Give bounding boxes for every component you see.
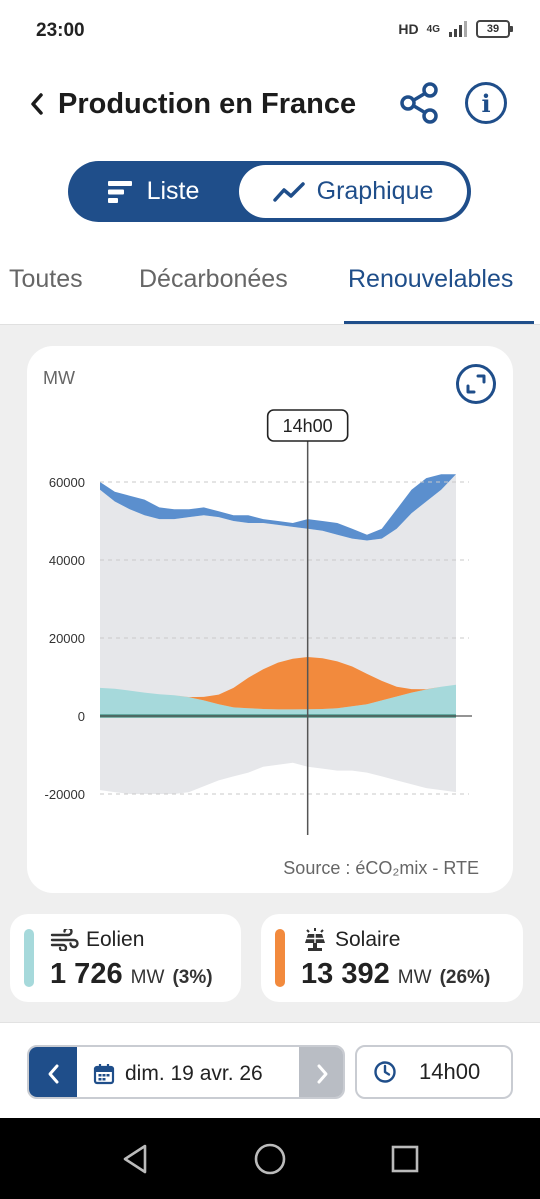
stat-color-bar-eolien [24,929,34,987]
stat-card-eolien[interactable]: Eolien 1 726 MW (3%) [10,914,241,1002]
network-type-label: 4G [426,23,440,35]
expand-button[interactable] [456,364,496,404]
triangle-back-icon [123,1144,147,1174]
status-bar: 23:00 HD 4G 39 [0,0,540,64]
calendar-icon [93,1064,115,1085]
tab-toutes[interactable]: Toutes [9,265,83,293]
y-tick-label: 60000 [49,475,85,490]
nav-recents-button[interactable] [386,1140,424,1178]
stat-pct-eolien: (3%) [172,967,213,988]
y-tick-label: 0 [78,709,85,724]
stat-value-solaire: 13 392 [301,958,390,990]
cursor-label-box [266,409,349,442]
stat-color-bar-solaire [275,929,285,987]
nav-home-button[interactable] [251,1140,289,1178]
toggle-chart-label: Graphique [316,177,434,205]
battery-icon: 39 [476,20,513,38]
chart-card: 60000 40000 20000 0 -20000 14h00 MW Source : … [27,346,513,893]
solaire-area [100,657,456,710]
nav-back-button[interactable] [116,1140,154,1178]
consumption-area [100,474,456,716]
y-tick-label: 20000 [49,631,85,646]
stat-name-solaire: Solaire [335,928,401,951]
stat-value-row-eolien: 1 726 MW (3%) [50,958,213,991]
previous-day-button[interactable] [29,1047,77,1097]
chart-source: Source : éCO₂mix - RTE [283,858,479,878]
date-picker: dim. 19 avr. 26 [27,1045,345,1099]
stat-card-solaire[interactable]: Solaire 13 392 MW (26%) [261,914,523,1002]
share-icon [400,82,438,124]
toggle-list-label: Liste [146,177,200,205]
tab-renouvelables[interactable]: Renouvelables [348,265,514,293]
date-text: dim. 19 avr. 26 [125,1062,263,1085]
network-label: HD [398,21,419,37]
stat-unit-solaire: MW [397,967,432,988]
expand-icon [466,374,486,394]
back-button[interactable] [22,86,52,122]
circle-home-icon [254,1143,286,1175]
solar-panel-icon [305,928,325,951]
chevron-right-icon [317,1064,328,1084]
stat-value-row-solaire: 13 392 MW (26%) [301,958,490,991]
toggle-chart-button[interactable]: Graphique [239,165,467,218]
date-field[interactable]: dim. 19 avr. 26 [77,1047,299,1097]
next-day-button[interactable] [299,1047,343,1097]
stat-unit-eolien: MW [130,967,165,988]
square-recents-icon [391,1145,419,1173]
stat-name-row-eolien: Eolien [50,928,144,952]
active-tab-indicator [344,321,534,324]
chevron-left-icon [48,1064,59,1084]
list-icon [107,180,132,203]
stat-name-eolien: Eolien [86,928,145,951]
page-title: Production en France [58,88,357,120]
app-header: Production en France i [0,64,540,144]
tab-decarbonees[interactable]: Décarbonées [139,265,288,293]
info-button[interactable]: i [465,82,507,124]
stat-name-row-solaire: Solaire [301,928,400,952]
stat-value-eolien: 1 726 [50,958,123,990]
toggle-list-button[interactable]: Liste [68,161,238,222]
share-button[interactable] [398,82,440,124]
time-text: 14h00 [419,1059,481,1084]
clock-icon [374,1061,396,1083]
signal-icon [449,21,467,37]
filter-tabs: Toutes Décarbonées Renouvelables [0,250,540,325]
eolien-area [100,684,456,716]
status-time: 23:00 [36,20,85,41]
production-chart[interactable]: 60000 40000 20000 0 -20000 14h00 [27,346,513,893]
info-icon: i [481,88,491,118]
chart-unit-label: MW [43,368,75,388]
view-toggle: Liste Graphique [68,161,471,222]
line-chart-icon [272,181,305,202]
stat-pct-solaire: (26%) [439,967,491,988]
exchanges-area [100,716,456,794]
chevron-left-icon [31,93,43,115]
system-nav-bar [0,1118,540,1199]
status-icons: HD 4G 39 [398,20,513,38]
battery-level: 39 [486,23,500,35]
time-picker[interactable]: 14h00 [355,1045,513,1099]
cursor-label: 14h00 [283,416,333,436]
date-time-controls: dim. 19 avr. 26 14h00 [0,1022,540,1118]
y-tick-label: -20000 [45,787,85,802]
y-tick-label: 40000 [49,553,85,568]
wind-icon [50,929,79,951]
